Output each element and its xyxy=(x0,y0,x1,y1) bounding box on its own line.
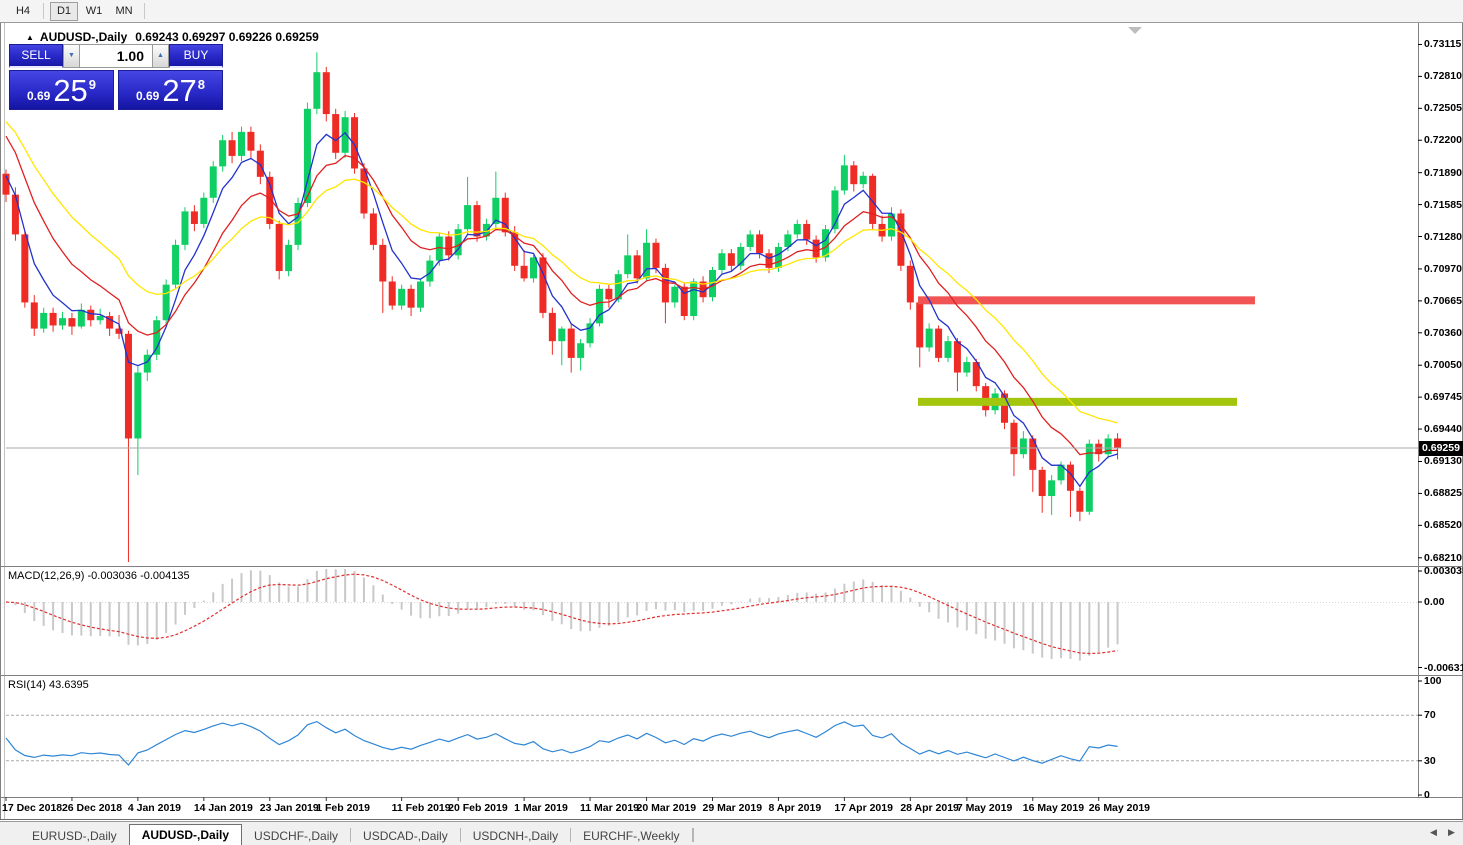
chart-tab-eurchf[interactable]: EURCHF-,Weekly xyxy=(583,829,680,843)
volume-input[interactable] xyxy=(80,44,152,68)
timeframe-toolbar: H4 D1 W1 MN xyxy=(0,0,1463,23)
buy-price-button[interactable]: 0.69 27 8 xyxy=(118,70,223,110)
one-click-trading-panel: SELL ▼ ▲ BUY 0.69 25 9 0.69 27 8 xyxy=(9,44,227,110)
macd-values: -0.003036 -0.004135 xyxy=(87,570,190,582)
sell-price-button[interactable]: 0.69 25 9 xyxy=(9,70,114,110)
buy-button[interactable]: BUY xyxy=(169,44,223,68)
buy-price-big: 27 xyxy=(162,73,197,108)
toolbar-separator xyxy=(350,828,352,842)
toolbar-separator xyxy=(43,3,44,19)
chart-shift-marker-icon xyxy=(1128,27,1142,34)
rsi-line xyxy=(5,720,1118,766)
chart-tab-usdcad[interactable]: USDCAD-,Daily xyxy=(363,829,448,843)
timeframe-button-w1[interactable]: W1 xyxy=(85,4,103,17)
chart-tab-usdchf[interactable]: USDCHF-,Daily xyxy=(254,829,339,843)
macd-histogram xyxy=(14,569,1119,661)
chart-tab-eurusd[interactable]: EURUSD-,Daily xyxy=(32,829,117,843)
chart-tab-usdcnh[interactable]: USDCNH-,Daily xyxy=(472,829,559,843)
macd-signal-line xyxy=(5,573,1118,655)
toolbar-separator xyxy=(692,828,694,842)
sell-button[interactable]: SELL xyxy=(9,44,63,68)
volume-increase-button[interactable]: ▲ xyxy=(152,44,169,68)
sell-price-prefix: 0.69 xyxy=(26,89,51,103)
ma-line-fast xyxy=(5,131,1118,488)
toolbar-separator xyxy=(459,828,461,842)
support-line xyxy=(918,397,1237,406)
toolbar-separator xyxy=(570,828,572,842)
chart-title: ▲ AUDUSD-,Daily 0.69243 0.69297 0.69226 0.… xyxy=(26,30,319,44)
macd-label: MACD(12,26,9) -0.003036 -0.004135 xyxy=(8,570,190,582)
timeframe-button-mn[interactable]: MN xyxy=(115,4,133,17)
sell-price-pip: 9 xyxy=(88,77,97,92)
resistance-line xyxy=(918,296,1255,305)
candlestick-series xyxy=(2,52,1122,562)
chart-tab-audusd[interactable]: AUDUSD-,Daily xyxy=(128,824,243,845)
sell-price-big: 25 xyxy=(53,73,88,108)
chart-tabs-bar: EURUSD-,Daily AUDUSD-,Daily USDCHF-,Daily U… xyxy=(0,821,1463,845)
buy-price-pip: 8 xyxy=(197,77,206,92)
ma-line-mid xyxy=(5,135,1118,456)
tabs-scroll-right-icon[interactable]: ▶ xyxy=(1448,827,1455,837)
timeframe-button-h4[interactable]: H4 xyxy=(15,4,31,17)
symbol-period-label: AUDUSD-,Daily xyxy=(39,30,128,44)
timeframe-button-d1[interactable]: D1 xyxy=(50,1,78,21)
rsi-value: 43.6395 xyxy=(48,679,89,691)
ma-line-slow xyxy=(5,121,1118,424)
volume-decrease-button[interactable]: ▼ xyxy=(63,44,80,68)
collapse-panel-icon[interactable]: ▲ xyxy=(26,33,34,42)
rsi-label: RSI(14) 43.6395 xyxy=(8,679,89,691)
ohlc-values: 0.69243 0.69297 0.69226 0.69259 xyxy=(135,30,319,44)
tabs-scroll-left-icon[interactable]: ◀ xyxy=(1430,827,1437,837)
buy-price-prefix: 0.69 xyxy=(135,89,160,103)
toolbar-separator xyxy=(144,3,145,19)
toolbar-separator xyxy=(691,828,693,842)
